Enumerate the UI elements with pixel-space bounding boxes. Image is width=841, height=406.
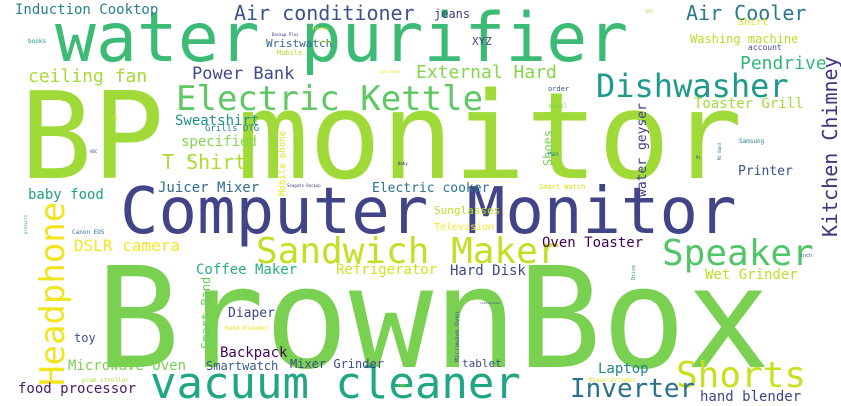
word-bp-monitor: BP monitor [20,68,743,207]
word-water-geyser: water geyser [635,103,650,197]
word-hp: Hp [188,155,193,160]
word-purchase: purchase [380,69,400,74]
word-microwave-oven-small: Microwave Oven [454,311,461,362]
word-headphone: Headphone [33,201,73,386]
word-seagate-backup: Seagate Backup [287,183,321,188]
word-television: Television [434,222,495,233]
word-wet-grinder: Wet Grinder [705,267,798,283]
word-tablet: tablet [462,357,502,370]
word-pram-stroller: pram stroller [82,377,129,384]
word-external-hard: External Hard [416,62,557,83]
word-microwave-oven: Microwave Oven [68,358,187,374]
word-kitchen: kitchen [312,26,329,31]
word-xyz: XYZ [472,35,492,48]
word-shoes: Shoes [541,129,555,166]
word-wristwatch: Wristwatch [266,37,333,50]
word-baby: Baby [398,161,408,166]
word-canon-eos: Canon EOS [72,229,105,236]
word-sandwich-maker: Sandwich Maker [256,231,560,272]
word-brownbox: BrownBox [96,238,771,401]
word-coffee-maker: Coffee Maker [196,262,298,278]
word-account: account [748,43,782,52]
word-air-cooler: Air Cooler [686,1,807,25]
word-smart-watch: Smart Watch [539,183,586,191]
word-drive: Drive [631,264,637,280]
word-t-shirt: T Shirt [162,150,247,174]
word-toaster-grill: Toaster Grill [694,96,804,112]
word-dslr-camera: DSLR camera [74,236,180,255]
word-inch: inch [800,253,813,259]
word-power-bank: Power Bank [192,64,295,84]
word-lenovo: Lenovo [318,39,333,44]
word-man: Man [548,151,559,158]
word-pendrive: Pendrive [740,53,827,74]
word-backpack: Backpack [220,345,288,361]
word-speaker: Speaker [662,233,814,274]
word-products: products [23,214,28,234]
word-refurbished: refurbished [480,301,500,305]
word-food-processor: food processor [18,381,137,397]
word-books: books [28,38,47,45]
word-mixer-grinder-small: Mixer Grinder [589,377,636,384]
word-hand-blender-small: Hand Blender [225,325,269,332]
word-samsung: Samsung [739,138,765,145]
word-air-conditioner: Air conditioner [234,1,415,25]
word-shorts: Shorts [676,355,807,396]
word-juicer-mixer: Juicer Mixer [158,180,260,196]
word-refrigerator: Refrigerator [336,262,438,278]
word-printer: Printer [738,164,793,179]
word-smart-band: Smart Band [199,276,213,349]
word-otg: OTG [398,384,408,390]
word-specified: specified [181,134,257,150]
word-dishwasher: Dishwasher [596,67,789,105]
word-mi: Mi [696,155,701,160]
word-toy: toy [74,331,96,345]
word-washing-machine: Washing machine [690,32,799,46]
word-laptop: Laptop [598,361,649,377]
word-hand-blender: hand blender [700,389,802,405]
word-inverter: Inverter [570,374,696,404]
word-order: order [548,85,570,93]
word-shirt: Shirt [738,17,769,28]
word-induction-cooktop: Induction Cooktop [15,2,159,18]
word-oven-toaster: Oven Toaster [542,235,644,251]
word-hard-disk: Hard Disk [450,263,526,279]
word-computer-monitor: Computer Monitor [120,175,737,249]
word-jeans: jeans [434,7,471,21]
word-backup-plus: Backup Plus [272,32,299,37]
word-kitchen-chimney: Kitchen Chimney [818,56,841,237]
word-led: LED [110,115,118,120]
word-electric-kettle: Electric Kettle [176,79,484,119]
word-abc: ABC [90,149,98,154]
word-vacuum-cleaner: vacuum cleaner [150,358,521,406]
word-mi-band: Mi Band [717,143,722,160]
word-sunglasses: Sunglasses [434,204,501,217]
word-electric-cooker: Electric cooker [372,181,490,196]
word-water-purifier: water purifier [55,0,629,78]
word-mixer-grinder: Mixer Grinder [290,357,384,371]
word-smartwatch: Smartwatch [206,359,279,373]
word-mobile: Mobile [277,49,303,57]
word-baby-food: baby food [28,187,104,203]
word-grills-otg: Grills OTG [205,124,260,134]
word-sweatshirt: Sweatshirt [175,113,260,129]
word-ceiling-fan: ceiling fan [28,66,148,87]
word-model: model [549,103,568,110]
word-ups: UPS [646,9,654,14]
word-diaper: Diaper [228,306,275,321]
